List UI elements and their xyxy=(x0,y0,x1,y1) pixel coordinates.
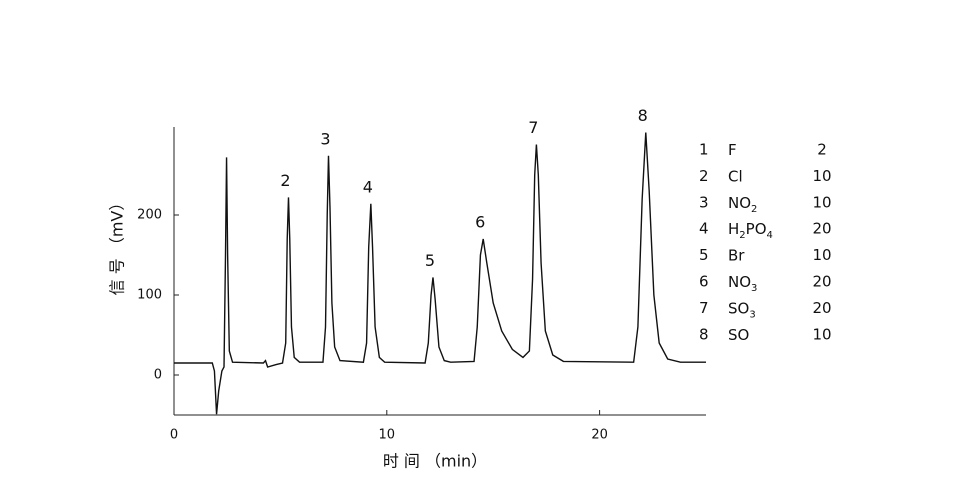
ion-text: SO xyxy=(728,325,749,343)
x-tick-label: 20 xyxy=(591,428,608,443)
y-tick-label: 200 xyxy=(137,208,162,223)
ion-text: NO xyxy=(728,273,751,291)
y-axis-label: 信 号 （mV） xyxy=(108,195,127,296)
ion-subscript: 4 xyxy=(767,230,773,241)
ion-text: H xyxy=(728,220,739,238)
ion-subscript: 2 xyxy=(739,230,745,241)
peak-label: 7 xyxy=(528,118,538,137)
ion-text: Cl xyxy=(728,167,743,185)
chromatogram-line xyxy=(174,132,706,415)
ion-text: F xyxy=(728,141,737,159)
y-tick-label: 100 xyxy=(137,288,162,303)
y-tick-label: 0 xyxy=(154,368,162,383)
x-tick-label: 0 xyxy=(170,428,178,443)
ion-text: SO xyxy=(728,299,749,317)
table-number: 4 xyxy=(699,220,709,238)
ion-subscript: 3 xyxy=(749,309,755,320)
table-number: 3 xyxy=(699,193,709,211)
table-ion: Cl xyxy=(728,167,743,185)
table-number: 1 xyxy=(699,141,709,159)
table-concentration: 10 xyxy=(812,325,831,343)
ion-subscript: 2 xyxy=(751,204,757,215)
ion-text: NO xyxy=(728,193,751,211)
table-number: 6 xyxy=(699,273,709,291)
ion-text: PO xyxy=(746,220,767,238)
x-tick-label: 10 xyxy=(379,428,396,443)
table-number: 8 xyxy=(699,325,709,343)
table-ion: Br xyxy=(728,246,745,264)
table-concentration: 10 xyxy=(812,246,831,264)
x-axis-label: 时 间 （min） xyxy=(383,452,487,471)
table-ion: NO3 xyxy=(728,273,757,295)
table-number: 7 xyxy=(699,299,709,317)
table-concentration: 20 xyxy=(812,273,831,291)
table-ion: SO xyxy=(728,325,749,343)
peak-label: 4 xyxy=(363,177,373,196)
table-ion: NO2 xyxy=(728,193,757,215)
peak-label: 8 xyxy=(638,106,648,125)
table-ion: H2PO4 xyxy=(728,220,773,242)
table-concentration: 10 xyxy=(812,193,831,211)
table-concentration: 20 xyxy=(812,299,831,317)
peak-label: 5 xyxy=(425,251,435,270)
table-number: 5 xyxy=(699,246,709,264)
table-ion: F xyxy=(728,141,737,159)
peak-label: 6 xyxy=(475,213,485,232)
peak-label: 3 xyxy=(320,129,330,148)
table-concentration: 2 xyxy=(817,141,827,159)
table-ion: SO3 xyxy=(728,299,756,321)
peak-label: 2 xyxy=(280,171,290,190)
table-number: 2 xyxy=(699,167,709,185)
ion-subscript: 3 xyxy=(751,283,757,294)
table-concentration: 10 xyxy=(812,167,831,185)
table-concentration: 20 xyxy=(812,220,831,238)
ion-text: Br xyxy=(728,246,745,264)
